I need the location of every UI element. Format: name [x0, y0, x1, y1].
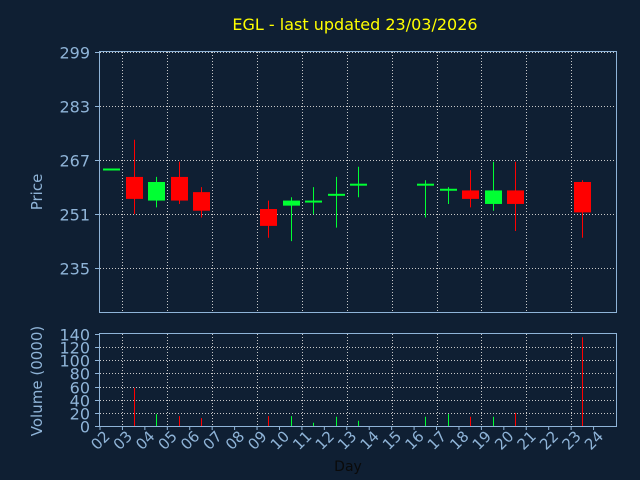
candle-body	[462, 190, 479, 199]
candle-body	[148, 182, 165, 201]
candle-body	[305, 200, 322, 203]
candle-body	[507, 190, 524, 204]
volume-bars	[134, 337, 583, 426]
volume-tick-label: 80	[70, 365, 90, 384]
candle-body	[260, 209, 277, 226]
candle-body	[193, 192, 210, 211]
candle-body	[126, 176, 143, 199]
candle-body	[485, 190, 502, 204]
volume-axis-label: Volume (0000)	[28, 326, 46, 436]
volume-tick-label: 140	[59, 326, 90, 345]
candle-body	[417, 183, 434, 186]
candle-body	[171, 176, 188, 201]
x-tick-labels: 0203040506070809101112131415161718192021…	[87, 426, 607, 454]
volume-tick-label: 100	[59, 352, 90, 371]
candle-body	[440, 188, 457, 191]
candle-body	[574, 182, 591, 213]
candles	[103, 139, 591, 242]
x-axis-label: Day	[334, 459, 362, 475]
volume-grid	[100, 334, 616, 426]
candle-body	[103, 168, 120, 171]
candle-body	[283, 200, 300, 206]
volume-tick-label: 40	[70, 392, 90, 411]
volume-tick-label: 60	[70, 379, 90, 398]
chart-title: EGL - last updated 23/03/2026	[232, 15, 477, 34]
price-axis-label: Price	[28, 174, 46, 211]
price-y-ticks: 235 251 267 283 299	[59, 44, 100, 279]
price-tick-label: 283	[59, 98, 90, 117]
price-tick-label: 235	[59, 260, 90, 279]
candle-body	[350, 183, 367, 186]
price-panel: 235 251 267 283 299 Price	[28, 44, 617, 313]
price-grid	[100, 52, 616, 312]
price-tick-label: 267	[59, 152, 90, 171]
price-tick-label: 299	[59, 44, 90, 63]
price-tick-label: 251	[59, 206, 90, 225]
volume-tick-label: 0	[80, 418, 90, 437]
candle-body	[328, 193, 345, 196]
volume-tick-label: 20	[70, 405, 90, 424]
price-plot-frame	[99, 51, 617, 313]
volume-plot-frame	[99, 333, 617, 427]
volume-tick-label: 120	[59, 339, 90, 358]
